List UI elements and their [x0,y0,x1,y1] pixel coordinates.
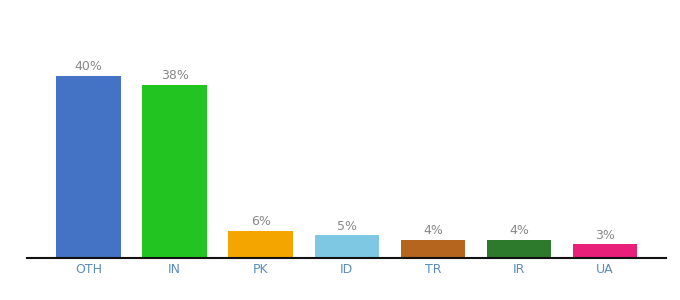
Text: 38%: 38% [160,69,188,82]
Text: 40%: 40% [75,60,103,73]
Bar [487,240,551,258]
Bar [228,231,293,258]
Bar [573,244,637,258]
Text: 4%: 4% [509,224,529,238]
Bar [142,85,207,258]
Bar [315,235,379,258]
Bar [401,240,465,258]
Text: 4%: 4% [423,224,443,238]
Text: 6%: 6% [251,215,271,228]
Text: 5%: 5% [337,220,357,233]
Bar [56,76,121,258]
Text: 3%: 3% [595,229,615,242]
